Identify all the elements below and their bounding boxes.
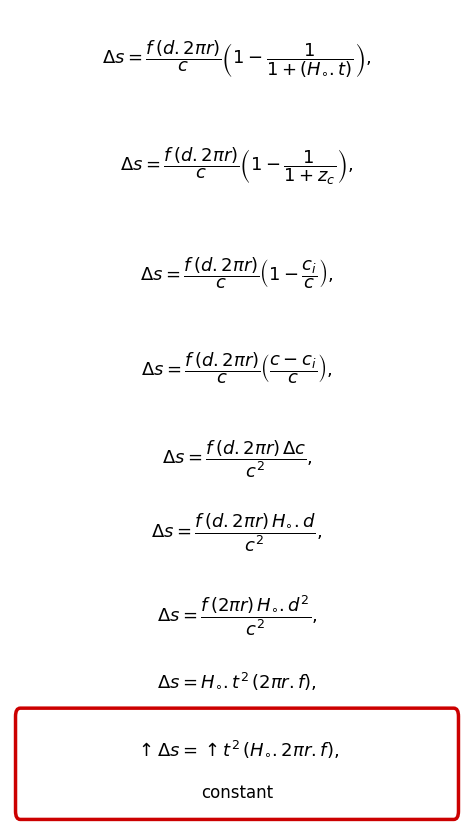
Text: $\Delta s = \dfrac{f\,(d.2\pi r)}{c}\left(1 - \dfrac{c_{i}}{c}\right),$: $\Delta s = \dfrac{f\,(d.2\pi r)}{c}\lef… xyxy=(140,256,334,291)
Text: $\Delta s = \dfrac{f\,(2\pi r)\,H_{\circ}.d^{2}}{c^{2}},$: $\Delta s = \dfrac{f\,(2\pi r)\,H_{\circ… xyxy=(157,593,317,638)
Text: $\Delta s = H_{\circ}.t^{2}\,(2\pi r.f),$: $\Delta s = H_{\circ}.t^{2}\,(2\pi r.f),… xyxy=(157,671,317,692)
Text: $\Delta s = \dfrac{f\,(d.2\pi r)}{c}\left(1 - \dfrac{1}{1+(H_{\circ}.t)}\right),: $\Delta s = \dfrac{f\,(d.2\pi r)}{c}\lef… xyxy=(102,39,372,79)
FancyBboxPatch shape xyxy=(16,708,458,820)
Text: $\uparrow \Delta s = \uparrow t^{2}\,(H_{\circ}.2\pi r.f),$: $\uparrow \Delta s = \uparrow t^{2}\,(H_… xyxy=(135,739,339,759)
Text: $\Delta s = \dfrac{f\,(d.2\pi r)\,\Delta c}{c^{2}},$: $\Delta s = \dfrac{f\,(d.2\pi r)\,\Delta… xyxy=(162,438,312,480)
Text: $\Delta s = \dfrac{f\,(d.2\pi r)}{c}\left(1 - \dfrac{1}{1+z_{c}}\right),$: $\Delta s = \dfrac{f\,(d.2\pi r)}{c}\lef… xyxy=(120,146,354,187)
Text: $\Delta s = \dfrac{f\,(d.2\pi r)}{c}\left(\dfrac{c - c_{i}}{c}\right),$: $\Delta s = \dfrac{f\,(d.2\pi r)}{c}\lef… xyxy=(141,351,333,386)
Text: $\Delta s = \dfrac{f\,(d.2\pi r)\,H_{\circ}.d}{c^{2}},$: $\Delta s = \dfrac{f\,(d.2\pi r)\,H_{\ci… xyxy=(151,512,323,554)
Text: constant: constant xyxy=(201,784,273,801)
